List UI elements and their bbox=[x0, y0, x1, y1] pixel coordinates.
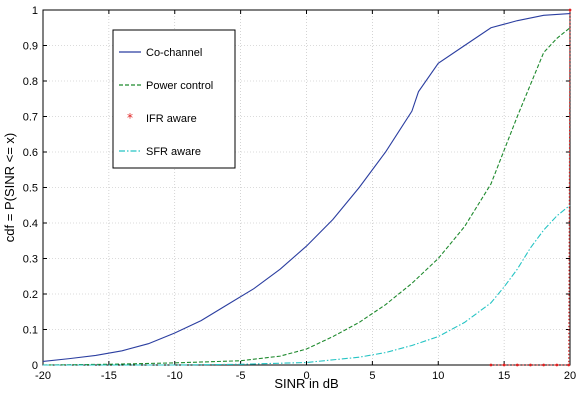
y-tick-label: 0.5 bbox=[23, 183, 38, 195]
y-tick-label: 0.3 bbox=[23, 254, 38, 266]
series-point bbox=[555, 363, 559, 367]
series-point bbox=[489, 363, 493, 367]
x-tick-label: -15 bbox=[101, 370, 117, 382]
series-co-channel bbox=[42, 13, 571, 362]
x-tick-label: 15 bbox=[498, 370, 510, 382]
x-tick-label: -20 bbox=[35, 370, 51, 382]
x-tick-label: 0 bbox=[303, 370, 309, 382]
series-point bbox=[567, 363, 571, 367]
y-tick-label: 0.7 bbox=[23, 112, 38, 124]
legend-entry-label: IFR aware bbox=[146, 113, 197, 125]
series-line bbox=[490, 9, 571, 366]
x-tick-label: 20 bbox=[564, 370, 576, 382]
y-tick-label: 1 bbox=[32, 5, 38, 17]
x-tick-label: -10 bbox=[167, 370, 183, 382]
legend-entry-label: SFR aware bbox=[146, 146, 201, 158]
x-axis-label: SINR in dB bbox=[274, 376, 338, 391]
legend-entry-label: Co-channel bbox=[146, 47, 202, 59]
y-tick-label: 0.9 bbox=[23, 41, 38, 53]
y-axis-label: cdf = P(SINR <= x) bbox=[2, 133, 17, 242]
y-ticks: 0 0.1 0.2 0.3 0.4 0.5 0.6 0.7 0.8 0.9 1 bbox=[23, 5, 570, 372]
series-line bbox=[43, 204, 571, 366]
legend-entry-label: Power control bbox=[146, 80, 213, 92]
x-ticks: -20 -15 -10 -5 0 5 10 15 20 bbox=[35, 10, 576, 382]
series-power-control bbox=[42, 27, 571, 366]
series-sfr-aware bbox=[43, 204, 571, 366]
series-point bbox=[515, 363, 519, 367]
y-tick-label: 0.8 bbox=[23, 76, 38, 88]
legend-box bbox=[112, 29, 236, 169]
y-tick-label: 0 bbox=[32, 360, 38, 372]
legend: Co-channel Power control * IFR aware SFR awa… bbox=[112, 29, 236, 169]
series-ifr-aware bbox=[489, 8, 572, 367]
series-point bbox=[529, 363, 532, 367]
x-tick-label: 10 bbox=[432, 370, 444, 382]
x-tick-label: 5 bbox=[369, 370, 375, 382]
y-tick-label: 0.4 bbox=[23, 218, 38, 230]
series-line bbox=[42, 13, 571, 362]
series-point bbox=[568, 8, 572, 12]
series-layer bbox=[42, 8, 572, 367]
x-tick-label: -5 bbox=[236, 370, 246, 382]
y-tick-label: 0.2 bbox=[23, 289, 38, 301]
legend-marker: * bbox=[127, 111, 133, 125]
y-tick-label: 0.1 bbox=[23, 325, 38, 337]
series-point bbox=[502, 363, 506, 367]
y-tick-label: 0.6 bbox=[23, 147, 38, 159]
series-line bbox=[42, 27, 571, 366]
series-point bbox=[542, 363, 546, 367]
